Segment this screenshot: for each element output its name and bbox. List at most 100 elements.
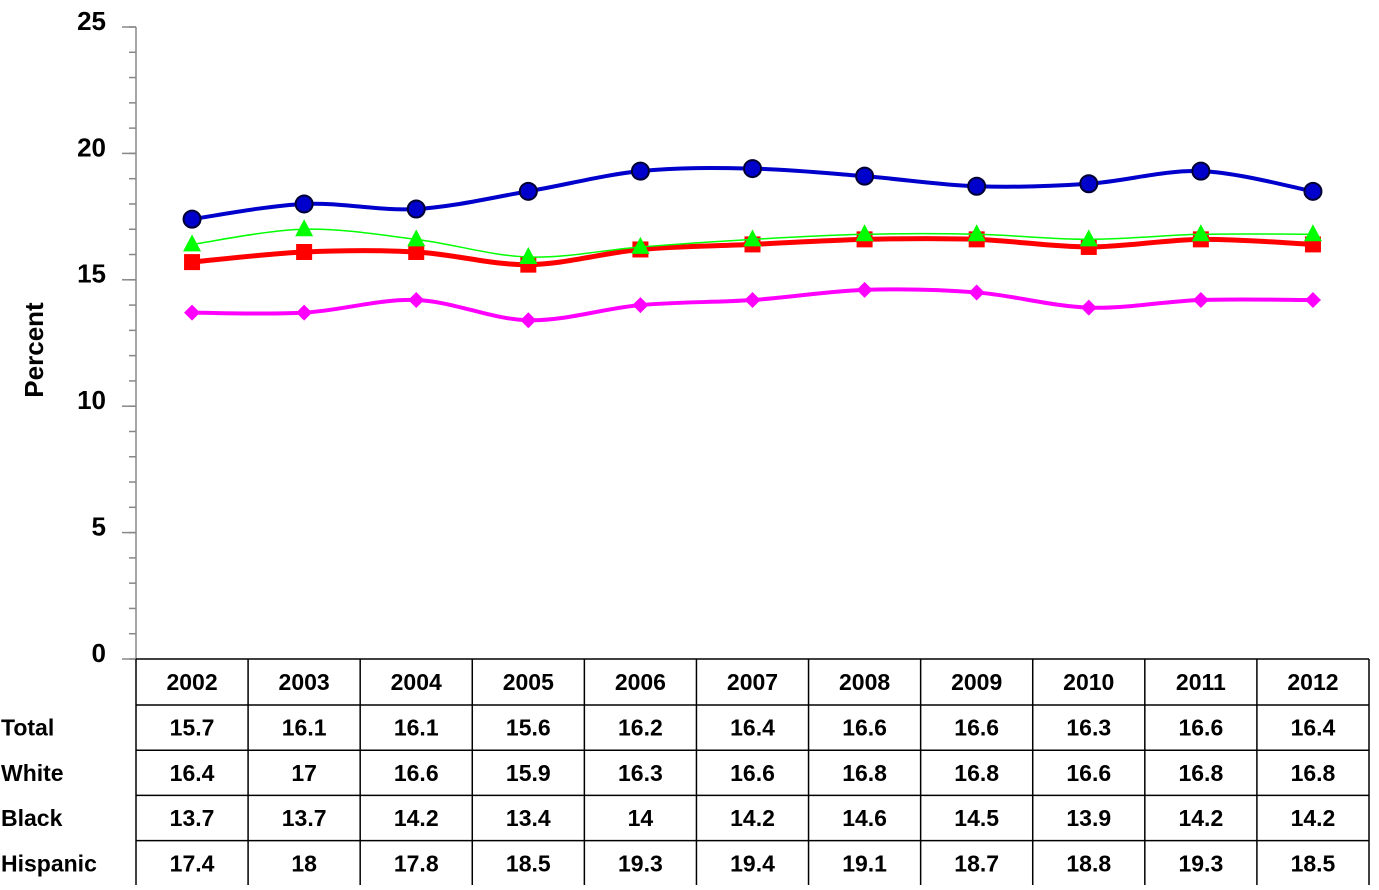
marker — [744, 292, 761, 309]
marker — [408, 243, 425, 260]
x-tick-label: 2005 — [503, 669, 554, 695]
legend-label: White — [1, 760, 64, 786]
y-axis-label: Percent — [19, 302, 49, 398]
legend-label: Hispanic — [1, 850, 97, 876]
legend-label: Total — [1, 715, 54, 741]
marker — [630, 161, 650, 181]
table-value: 16.8 — [954, 760, 999, 786]
marker — [631, 236, 650, 254]
marker — [296, 243, 313, 260]
table-value: 16.6 — [1066, 760, 1111, 786]
table-value: 15.7 — [170, 715, 215, 741]
legend-label: Black — [1, 805, 63, 831]
x-tick-label: 2007 — [727, 669, 778, 695]
marker — [968, 284, 985, 301]
table-value: 16.3 — [618, 760, 663, 786]
marker — [520, 312, 537, 329]
marker — [967, 224, 986, 242]
x-tick-label: 2004 — [391, 669, 442, 695]
marker — [184, 304, 201, 321]
marker — [1079, 229, 1098, 247]
table-value: 15.9 — [506, 760, 551, 786]
table-value: 16.4 — [1291, 715, 1336, 741]
table-value: 18 — [291, 850, 317, 876]
y-tick-label: 20 — [77, 132, 106, 162]
table-value: 17.4 — [170, 850, 215, 876]
marker — [294, 194, 314, 214]
table-value: 17 — [291, 760, 317, 786]
marker — [856, 281, 873, 298]
table-value: 14.5 — [954, 805, 999, 831]
marker — [519, 247, 538, 265]
marker — [1080, 299, 1097, 316]
marker — [1192, 292, 1209, 309]
x-tick-label: 2012 — [1287, 669, 1338, 695]
marker — [855, 224, 874, 242]
x-tick-label: 2008 — [839, 669, 890, 695]
y-tick-label: 10 — [77, 385, 106, 415]
marker — [1079, 174, 1099, 194]
y-tick-label: 25 — [77, 6, 106, 36]
x-tick-label: 2010 — [1063, 669, 1114, 695]
marker — [743, 229, 762, 247]
table-value: 16.6 — [954, 715, 999, 741]
marker — [408, 292, 425, 309]
table-value: 16.6 — [1178, 715, 1223, 741]
table-value: 16.6 — [842, 715, 887, 741]
table-value: 18.5 — [1291, 850, 1336, 876]
x-tick-label: 2002 — [166, 669, 217, 695]
marker — [743, 159, 762, 179]
marker — [184, 254, 201, 271]
marker — [967, 176, 987, 196]
table-value: 14.2 — [1178, 805, 1223, 831]
table-value: 16.4 — [730, 715, 775, 741]
table-value: 14 — [628, 805, 654, 831]
marker — [1191, 224, 1210, 242]
table-value: 18.8 — [1066, 850, 1111, 876]
table-value: 13.9 — [1066, 805, 1111, 831]
table-value: 16.1 — [282, 715, 327, 741]
table-value: 19.1 — [842, 850, 887, 876]
table-value: 16.8 — [1178, 760, 1223, 786]
x-tick-label: 2011 — [1176, 669, 1226, 695]
marker — [296, 304, 313, 321]
table-value: 16.3 — [1066, 715, 1111, 741]
table-value: 14.2 — [394, 805, 439, 831]
marker — [182, 209, 202, 229]
marker — [1304, 292, 1321, 309]
x-tick-label: 2009 — [951, 669, 1002, 695]
table-value: 15.6 — [506, 715, 551, 741]
table-value: 16.6 — [730, 760, 775, 786]
table-value: 19.3 — [618, 850, 663, 876]
table-value: 19.4 — [730, 850, 775, 876]
marker — [183, 234, 202, 252]
table-value: 16.1 — [394, 715, 439, 741]
marker — [1303, 181, 1323, 201]
table-value: 14.6 — [842, 805, 887, 831]
marker — [406, 199, 426, 219]
table-value: 16.4 — [170, 760, 215, 786]
marker — [855, 166, 875, 186]
table-value: 18.7 — [954, 850, 999, 876]
marker — [1191, 161, 1211, 181]
table-value: 14.2 — [730, 805, 775, 831]
y-tick-label: 15 — [77, 259, 106, 289]
table-value: 16.2 — [618, 715, 663, 741]
table-value: 14.2 — [1291, 805, 1336, 831]
marker — [518, 181, 538, 201]
table-value: 16.8 — [842, 760, 887, 786]
y-tick-label: 0 — [92, 638, 106, 668]
table-value: 16.6 — [394, 760, 439, 786]
marker — [295, 219, 314, 237]
table-value: 13.4 — [506, 805, 551, 831]
table-value: 13.7 — [282, 805, 327, 831]
x-tick-label: 2003 — [279, 669, 330, 695]
table-value: 17.8 — [394, 850, 439, 876]
table-value: 13.7 — [170, 805, 215, 831]
marker — [1303, 224, 1322, 242]
marker — [632, 297, 649, 314]
table-value: 18.5 — [506, 850, 551, 876]
marker — [407, 229, 426, 247]
table-value: 19.3 — [1178, 850, 1223, 876]
